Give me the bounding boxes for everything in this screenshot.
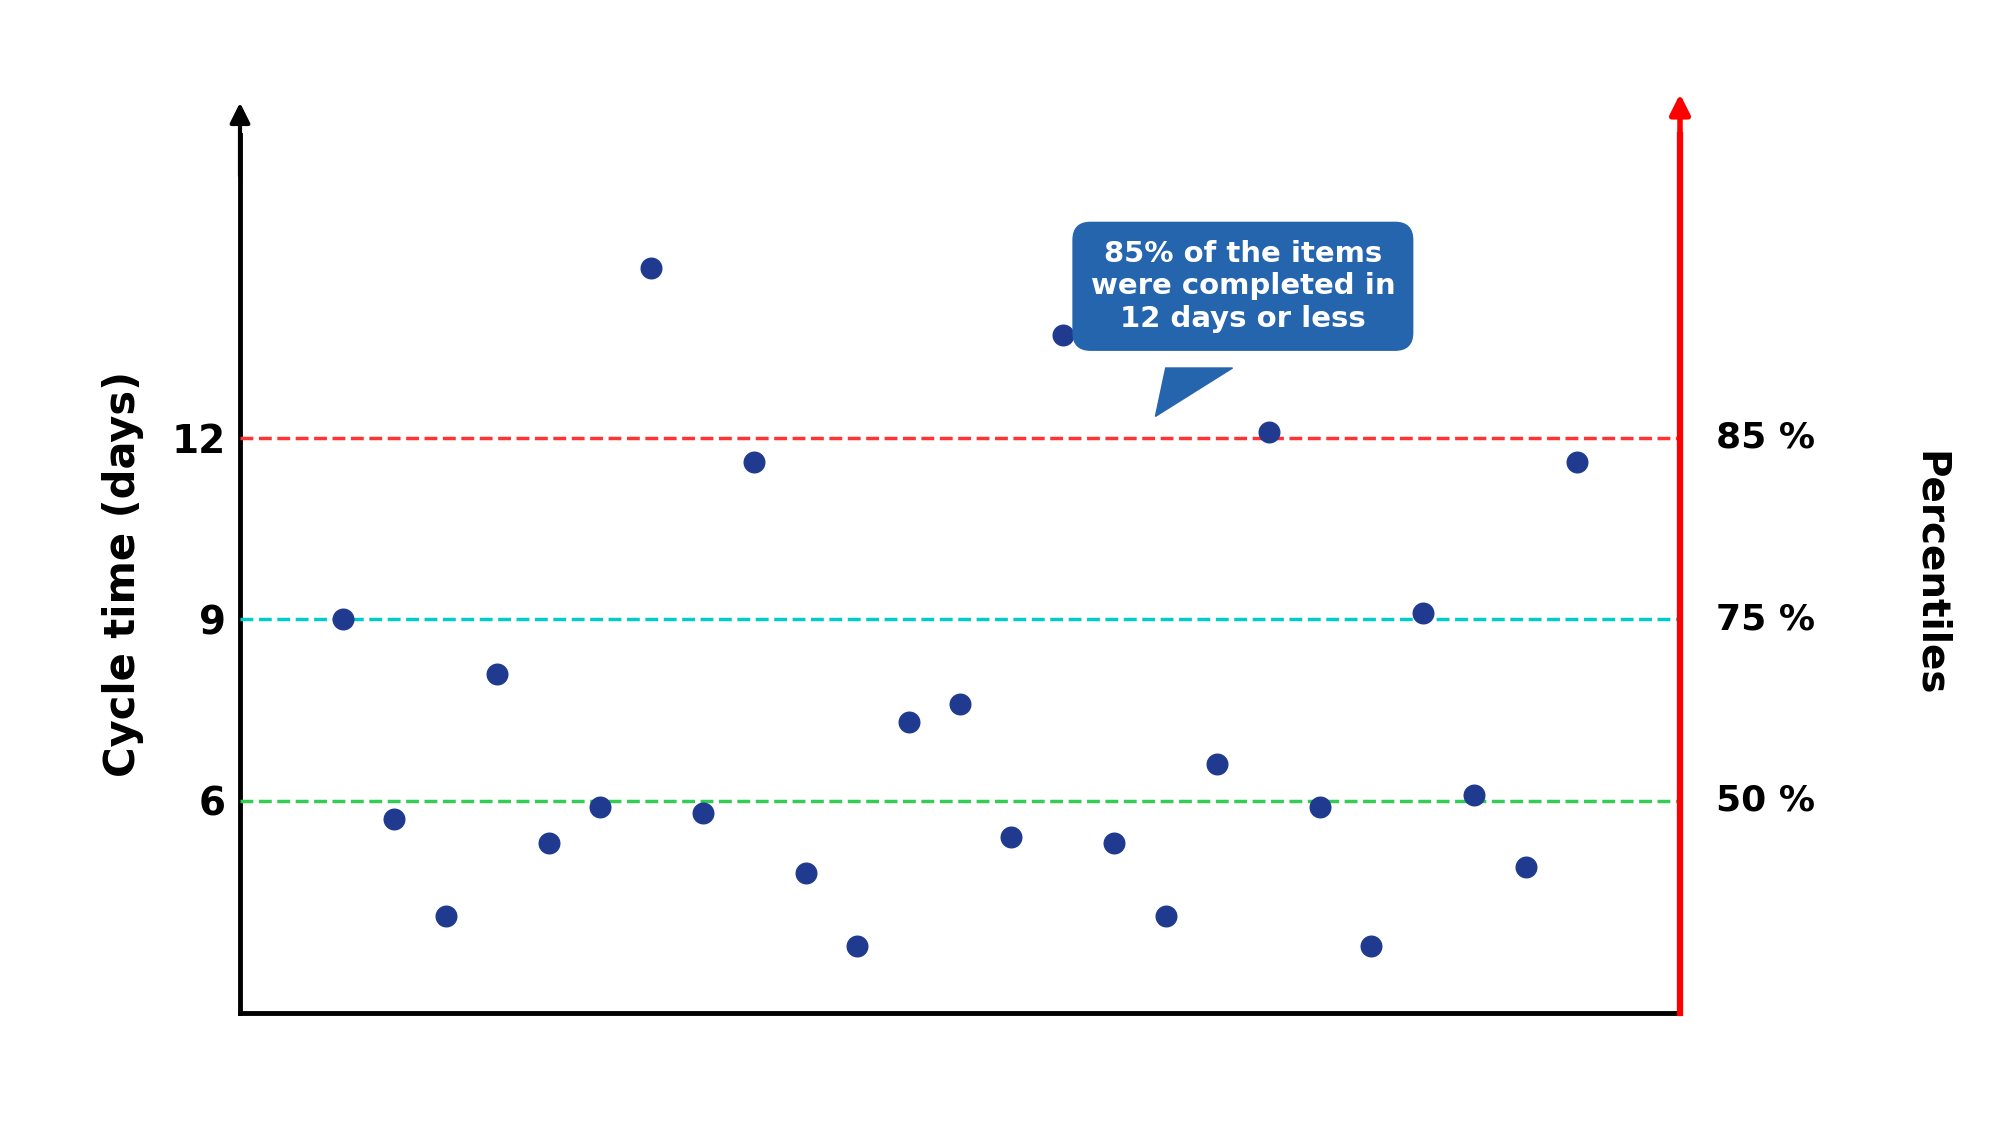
Point	[892, 713, 924, 731]
Text: 85% of the items
were completed in
12 days or less: 85% of the items were completed in 12 da…	[1090, 240, 1396, 333]
Point	[1458, 785, 1490, 803]
Y-axis label: Cycle time (days): Cycle time (days)	[102, 371, 144, 776]
Point	[1252, 423, 1284, 441]
Point	[326, 610, 358, 628]
Point	[1150, 907, 1182, 925]
Point	[1304, 798, 1336, 816]
Point	[1098, 834, 1130, 852]
Point	[378, 810, 410, 828]
Point	[790, 864, 822, 882]
Point	[996, 828, 1028, 846]
Text: Percentiles: Percentiles	[1912, 451, 1948, 696]
Point	[532, 834, 564, 852]
Point	[482, 665, 514, 683]
Point	[738, 452, 770, 470]
Text: 50 %: 50 %	[1716, 784, 1816, 818]
Text: 75 %: 75 %	[1716, 602, 1816, 636]
Point	[686, 803, 718, 821]
Polygon shape	[1156, 368, 1232, 416]
Point	[1562, 452, 1594, 470]
Point	[1356, 937, 1388, 955]
Point	[944, 695, 976, 713]
Text: 85 %: 85 %	[1716, 421, 1816, 454]
Point	[1202, 755, 1234, 773]
Point	[584, 798, 616, 816]
Point	[1046, 326, 1078, 344]
Point	[1406, 604, 1438, 622]
Point	[430, 907, 462, 925]
Point	[636, 259, 668, 277]
Point	[1510, 858, 1542, 876]
Point	[842, 937, 874, 955]
